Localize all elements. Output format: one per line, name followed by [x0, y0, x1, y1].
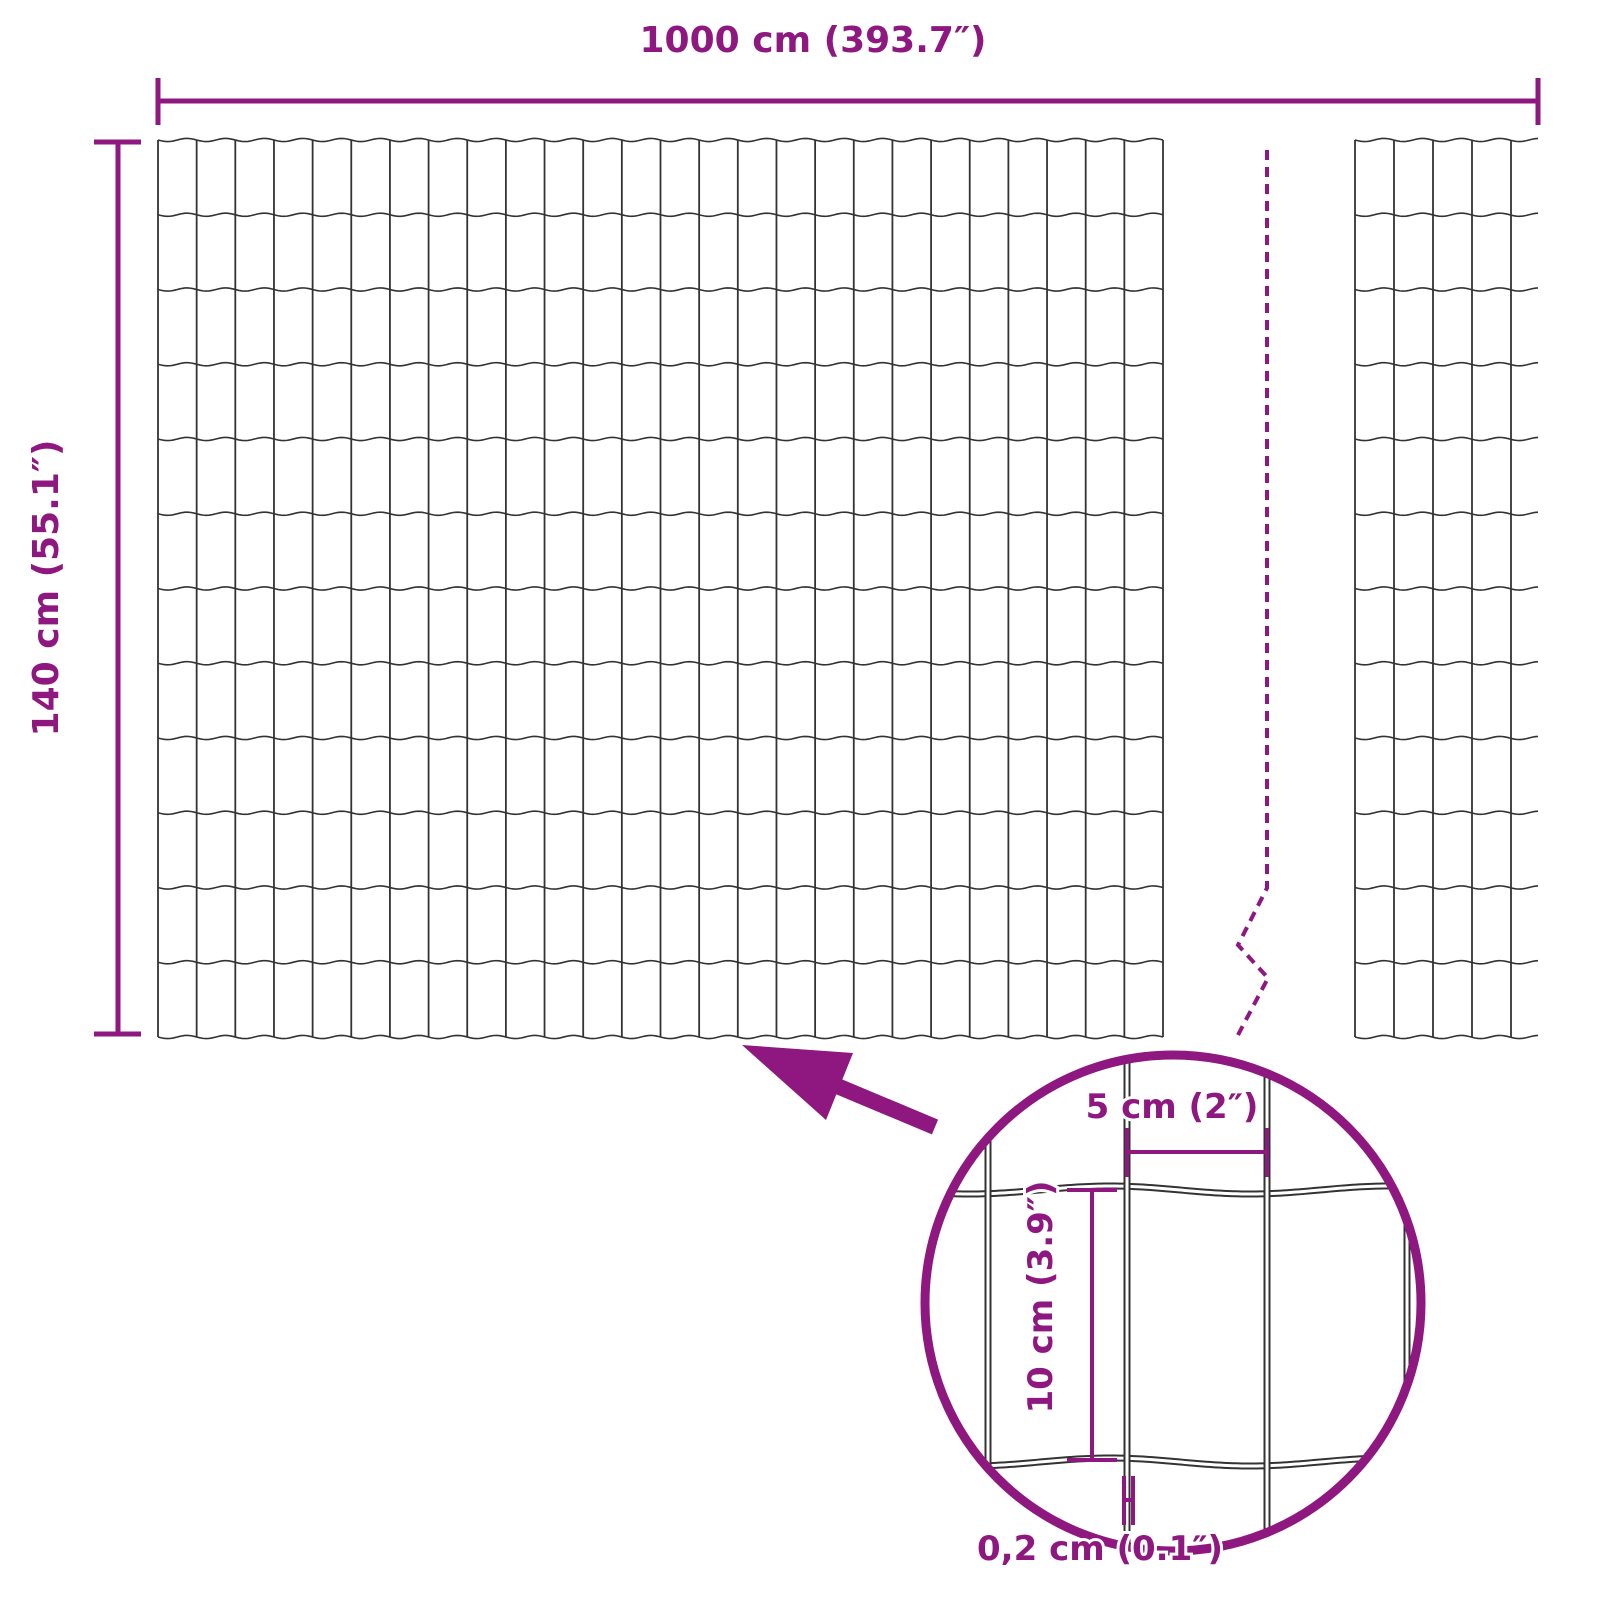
horizontal-wire [1354, 511, 1539, 517]
horizontal-wire [1354, 660, 1539, 666]
width-dimension [155, 78, 1541, 125]
width-label: 1000 cm (393.7″) [640, 20, 987, 61]
horizontal-wire [1354, 885, 1539, 890]
inset-horizontal-wire-highlight [929, 1184, 1417, 1196]
horizontal-wire [1354, 361, 1539, 367]
horizontal-wire [1354, 436, 1539, 442]
mesh-dimensions [1067, 1128, 1269, 1525]
horizontal-wire [1354, 212, 1539, 218]
mesh-panel-main [157, 137, 1164, 1040]
break-line [1235, 150, 1271, 1036]
height-dimension [94, 139, 141, 1037]
horizontal-wire [1354, 1034, 1539, 1040]
horizontal-wire [1354, 735, 1539, 741]
wire-thickness-label: 0,2 cm (0.1″) [977, 1529, 1223, 1569]
height-label: 140 cm (55.1″) [26, 440, 67, 737]
detail-circle [920, 1050, 1426, 1556]
arrow-icon [742, 1045, 939, 1135]
mesh-width-label: 5 cm (2″) [1086, 1087, 1259, 1127]
mesh-height-label: 10 cm (3.9″) [1021, 1180, 1061, 1413]
horizontal-wire [1354, 137, 1539, 143]
horizontal-wire [1354, 586, 1539, 591]
horizontal-wire [157, 1034, 1164, 1040]
horizontal-wire [1354, 287, 1539, 292]
horizontal-wire [1354, 810, 1539, 816]
horizontal-wire [1354, 959, 1539, 965]
mesh-panel-end [1354, 137, 1539, 1040]
